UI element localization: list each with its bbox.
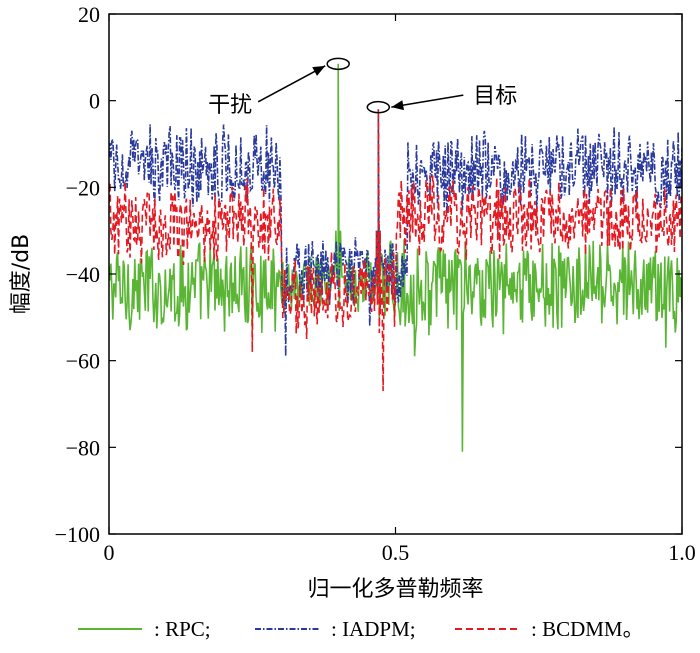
annotation-label: 干扰: [208, 93, 252, 118]
series-layer: [109, 63, 682, 452]
annotation-marker: [326, 57, 350, 71]
annotation-layer: 干扰 目标: [208, 57, 517, 118]
annotation-marker: [366, 100, 391, 114]
y-tick-label: −20: [66, 175, 100, 200]
x-tick-label: 0: [104, 540, 115, 565]
annotation-arrow: [257, 65, 326, 103]
legend-label-bcdmm: : BCDMM。: [531, 617, 644, 641]
y-tick-label: −40: [66, 262, 100, 287]
legend: : RPC; : IADPM; : BCDMM。: [78, 617, 644, 641]
legend-label-rpc: : RPC;: [154, 617, 211, 641]
legend-label-iadpm: : IADPM;: [331, 617, 416, 641]
annotation-arrowhead: [312, 65, 326, 76]
y-tick-label: 0: [89, 89, 100, 114]
x-tick-label: 1.0: [668, 540, 696, 565]
y-tick-label: −100: [55, 522, 100, 547]
x-tick-label: 0.5: [382, 540, 410, 565]
y-tick-label: −60: [66, 349, 100, 374]
annotation-arrow: [391, 94, 464, 108]
x-axis-label: 归一化多普勒频率: [307, 577, 483, 602]
y-tick-label: −80: [66, 435, 100, 460]
annotation-label: 目标: [473, 84, 517, 109]
series-line-iadpm: [109, 109, 682, 357]
annotation-arrowhead: [391, 100, 404, 111]
y-axis-label: 幅度/dB: [9, 234, 34, 314]
y-tick-label: 20: [78, 2, 100, 27]
